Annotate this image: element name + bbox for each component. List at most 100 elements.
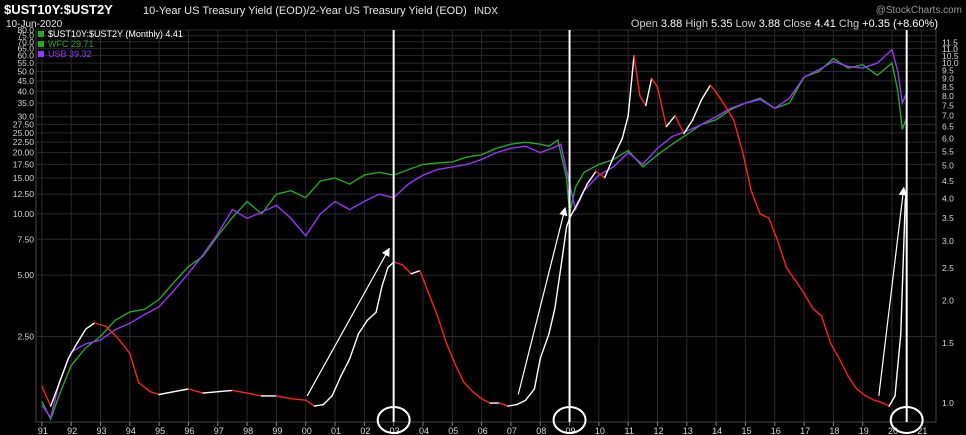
ratio-segment <box>548 307 556 335</box>
right-tick-label: 2.0 <box>942 296 954 306</box>
legend-swatch <box>38 31 44 37</box>
ratio-segment <box>105 325 119 340</box>
x-tick-label: 15 <box>741 426 751 435</box>
left-tick-label: 12.50 <box>13 189 35 199</box>
x-tick-label: 17 <box>800 426 810 435</box>
ratio-segment <box>187 388 204 394</box>
series-layer <box>41 48 908 422</box>
x-tick-label: 13 <box>683 426 693 435</box>
ratio-segment <box>117 337 131 355</box>
trend-arrow <box>517 207 568 395</box>
ratio-segment <box>480 398 492 404</box>
ratio-segment <box>900 202 906 335</box>
ratio-segment <box>149 391 160 396</box>
ratio-segment <box>410 270 421 275</box>
right-tick-label: 8.0 <box>942 91 954 101</box>
marker-circle <box>552 406 587 434</box>
x-tick-label: 14 <box>712 426 722 435</box>
x-tick-label: 02 <box>360 426 370 435</box>
right-tick-label: 8.5 <box>942 82 954 92</box>
ratio-segment <box>454 363 465 384</box>
left-tick-label: 80.0 <box>17 25 34 35</box>
left-tick-label: 25.00 <box>13 128 35 138</box>
x-tick-label: 08 <box>536 426 546 435</box>
ratio-segment <box>627 55 635 117</box>
ohlc-label-close: Close <box>780 18 814 30</box>
ohlc-value-open: 3.88 <box>661 18 682 30</box>
x-tick-label: 01 <box>331 426 341 435</box>
x-tick-label: 95 <box>155 426 165 435</box>
ohlc-label-chg: Chg <box>836 18 862 30</box>
ratio-segment <box>633 55 641 97</box>
left-tick-label: 2.50 <box>17 331 34 341</box>
right-tick-label: 1.0 <box>942 398 954 408</box>
ratio-segment <box>173 388 190 393</box>
ratio-segment <box>419 270 430 295</box>
legend-label: WFC 29.71 <box>48 39 94 49</box>
chart-description: 10-Year US Treasury Yield (EOD)/2-Year U… <box>143 5 467 17</box>
ohlc-label-high: High <box>682 18 711 30</box>
right-tick-label: 5.0 <box>942 160 954 170</box>
left-tick-label: 65.0 <box>17 43 34 53</box>
x-tick-label: 07 <box>507 426 517 435</box>
left-tick-label: 22.50 <box>13 137 35 147</box>
x-tick-label: 11 <box>625 426 634 435</box>
ratio-segment <box>768 217 779 242</box>
ratio-segment <box>246 392 263 397</box>
ratio-segment <box>472 391 483 400</box>
ratio-segment <box>856 388 867 397</box>
right-tick-label: 7.5 <box>942 100 954 110</box>
ratio-segment <box>715 91 726 107</box>
ratio-segment <box>357 319 368 335</box>
right-tick-label: 4.0 <box>942 193 954 203</box>
ratio-segment <box>50 381 61 407</box>
ratio-segment <box>829 342 840 360</box>
ratio-segment <box>604 156 615 179</box>
left-tick-label: 55.0 <box>17 58 34 68</box>
right-tick-label: 4.5 <box>942 176 954 186</box>
x-tick-label: 21 <box>917 426 927 435</box>
right-tick-label: 2.5 <box>942 263 954 273</box>
left-tick-label: 60.0 <box>17 50 34 60</box>
ratio-segment <box>85 322 96 330</box>
ratio-segment <box>275 395 292 400</box>
ratio-segment <box>313 403 324 407</box>
left-tick-label: 17.50 <box>13 159 35 169</box>
x-tick-label: 00 <box>302 426 312 435</box>
ratio-segment <box>305 399 316 407</box>
x-tick-label: 99 <box>272 426 282 435</box>
left-tick-label: 15.00 <box>13 173 35 183</box>
right-tick-label: 11.5 <box>942 37 958 47</box>
ratio-segment <box>794 279 805 295</box>
right-tick-label: 11.0 <box>942 44 958 54</box>
ratio-segment <box>463 381 474 393</box>
ratio-segment <box>882 402 890 407</box>
x-tick-label: 06 <box>478 426 488 435</box>
x-tick-label: 91 <box>38 426 48 435</box>
ratio-segment <box>838 358 849 377</box>
ratio-segment <box>741 150 752 192</box>
ratio-segment <box>812 307 823 317</box>
ratio-segment <box>683 119 694 135</box>
legend-label: USB 39.32 <box>48 49 92 59</box>
ratio-segment <box>366 311 377 322</box>
ratio-segment <box>217 389 234 393</box>
ratio-segment <box>290 398 307 401</box>
left-tick-label: 27.50 <box>13 119 35 129</box>
ratio-segment <box>67 342 78 360</box>
ratio-segment <box>621 114 629 140</box>
ratio-segment <box>340 358 351 377</box>
ratio-segment <box>733 119 744 153</box>
ohlc-value-high: 5.35 <box>711 18 732 30</box>
x-tick-label: 09 <box>566 426 576 435</box>
ratio-segment <box>331 375 342 397</box>
x-tick-label: 96 <box>184 426 194 435</box>
watermark: @StockCharts.com <box>876 5 962 16</box>
ratio-segment <box>888 395 896 407</box>
right-tick-label: 9.5 <box>942 66 954 76</box>
ratio-segment <box>524 388 536 401</box>
ratio-segment <box>700 84 711 101</box>
